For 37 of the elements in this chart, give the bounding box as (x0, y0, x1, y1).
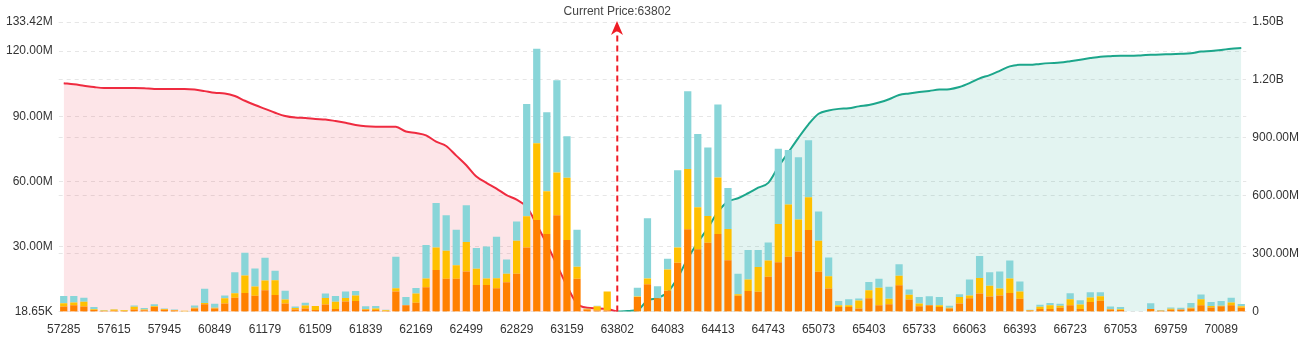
y2-tick-label: 300.00M (1252, 245, 1299, 260)
x-tick-label: 57285 (47, 322, 81, 337)
y-tick-label: 60.00M (12, 173, 53, 188)
x-tick-label: 63159 (550, 322, 584, 337)
x-tick-label: 66063 (952, 322, 987, 337)
y-tick-label: 120.00M (6, 43, 53, 58)
x-tick-label: 57615 (97, 322, 132, 337)
x-tick-label: 57945 (147, 322, 182, 337)
y2-tick-label: 900.00M (1252, 130, 1299, 145)
x-tick-label: 62499 (449, 322, 484, 337)
x-tick-label: 61179 (248, 322, 282, 337)
ref-line-label: Current Price:63802 (563, 4, 672, 19)
x-tick-label: 64743 (751, 322, 786, 337)
x-tick-label: 63802 (600, 322, 635, 337)
x-tick-label: 62829 (499, 322, 534, 337)
x-tick-label: 65403 (852, 322, 886, 337)
y-tick-label: 90.00M (12, 108, 53, 123)
x-tick-label: 65073 (801, 322, 836, 337)
y-tick-label: 30.00M (12, 238, 53, 253)
x-tick-label: 67053 (1103, 322, 1138, 337)
x-tick-label: 66723 (1053, 322, 1088, 337)
y2-tick-label: 600.00M (1252, 188, 1299, 203)
x-tick-label: 70089 (1204, 322, 1239, 337)
x-tick-label: 62169 (399, 322, 433, 337)
x-tick-label: 61839 (348, 322, 383, 337)
y2-tick-label: 1.50B (1252, 14, 1284, 29)
y-tick-label: 133.42M (6, 14, 53, 29)
x-tick-label: 60849 (198, 322, 232, 337)
x-tick-label: 64083 (650, 322, 685, 337)
y2-tick-label: 1.20B (1252, 72, 1284, 87)
x-tick-label: 65733 (902, 322, 937, 337)
x-tick-label: 64413 (701, 322, 735, 337)
y-tick-label: 18.65K (14, 303, 53, 318)
x-tick-label: 66393 (1003, 322, 1037, 337)
x-tick-label: 61509 (298, 322, 333, 337)
x-tick-label: 69759 (1154, 322, 1188, 337)
y2-tick-label: 0 (1252, 303, 1260, 318)
